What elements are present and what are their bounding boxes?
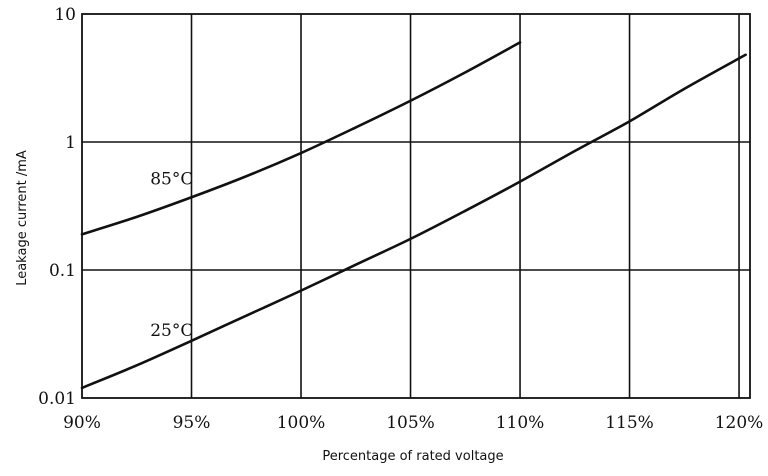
- data-series: [80, 41, 747, 390]
- series-line-85c: [80, 41, 522, 236]
- y-tick-label: 0.01: [38, 389, 76, 409]
- grid-lines: [82, 14, 750, 398]
- x-tick-label: 100%: [277, 413, 326, 433]
- series-label-25c: 25°C: [150, 321, 193, 341]
- x-tick-label: 95%: [173, 413, 211, 433]
- y-tick-labels: 0.01 0.1 1 10: [38, 5, 76, 409]
- x-tick-labels: 90% 95% 100% 105% 110% 115% 120%: [63, 413, 763, 433]
- x-tick-label: 120%: [715, 413, 764, 433]
- x-tick-label: 115%: [605, 413, 654, 433]
- y-tick-label: 10: [54, 5, 76, 25]
- x-tick-label: 105%: [386, 413, 435, 433]
- y-tick-label: 0.1: [49, 261, 76, 281]
- series-line-25c: [80, 53, 747, 390]
- x-tick-label: 90%: [63, 413, 101, 433]
- y-axis-title: Leakage current /mA: [15, 150, 30, 286]
- series-label-85c: 85°C: [150, 169, 193, 189]
- y-tick-label: 1: [65, 133, 76, 153]
- x-axis-title: Percentage of rated voltage: [322, 449, 503, 464]
- x-tick-label: 110%: [496, 413, 545, 433]
- plot-frame: [81, 13, 751, 399]
- series-labels: 85°C 25°C: [150, 169, 193, 341]
